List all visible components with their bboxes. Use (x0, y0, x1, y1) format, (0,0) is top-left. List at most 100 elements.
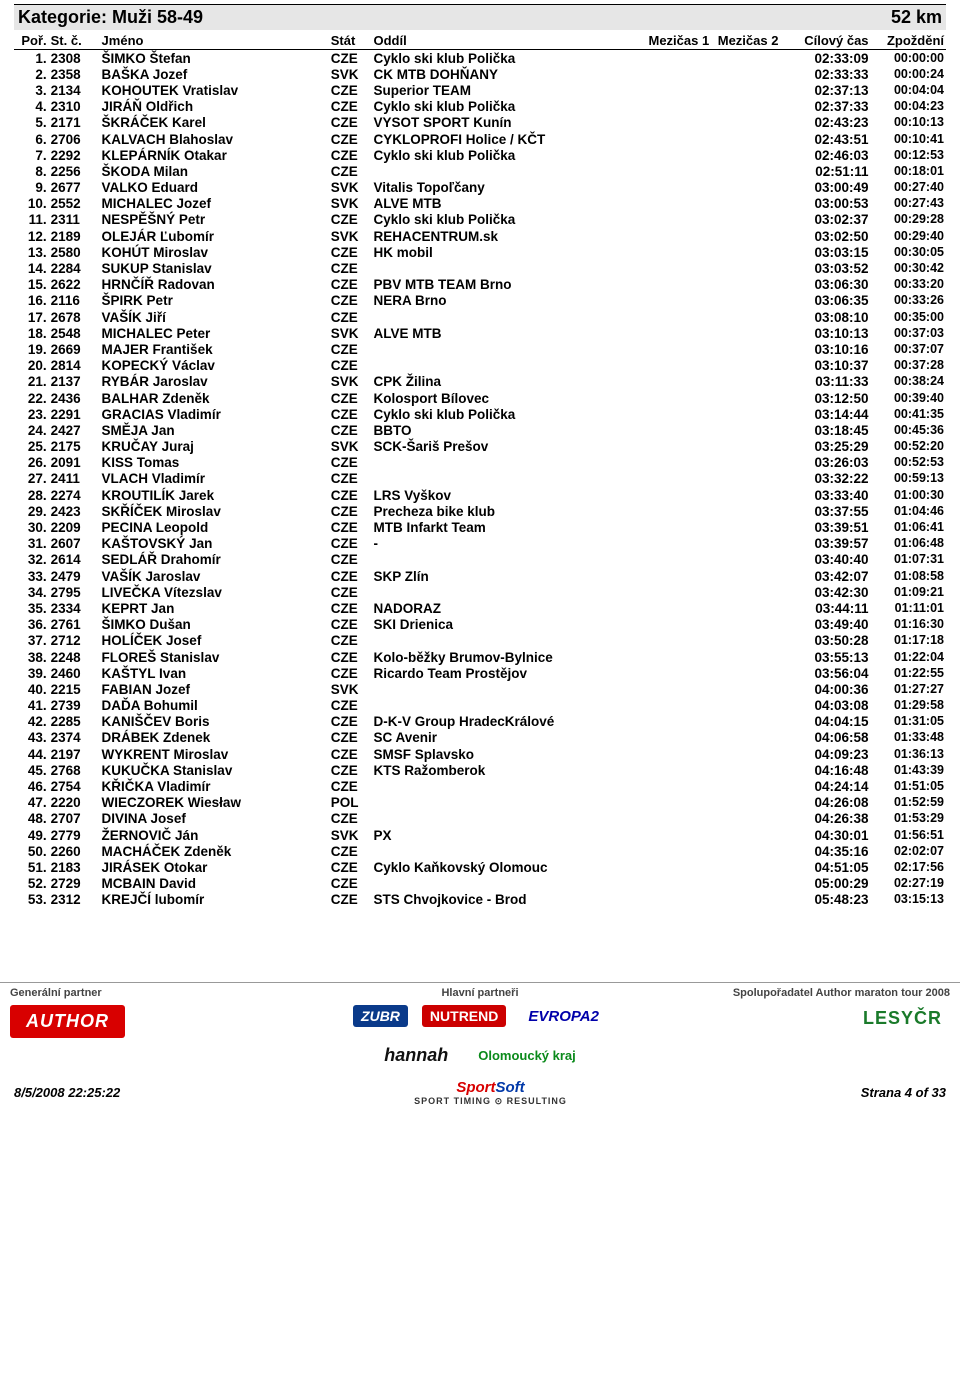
cell-club: Cyklo Kaňkovský Olomouc (371, 859, 646, 875)
cell-split1 (647, 244, 716, 260)
table-row: 15.2622HRNČÍŘ RadovanCZEPBV MTB TEAM Brn… (14, 277, 946, 293)
cell-rank: 15. (14, 277, 49, 293)
cell-nat: CZE (329, 487, 372, 503)
logo-olomouc: Olomoucký kraj (470, 1045, 584, 1066)
cell-gap: 01:53:29 (871, 811, 946, 827)
cell-rank: 26. (14, 455, 49, 471)
cell-split2 (716, 730, 785, 746)
table-row: 28.2274KROUTILÍK JarekCZELRS Vyškov03:33… (14, 487, 946, 503)
cell-name: KOPECKÝ Václav (100, 358, 329, 374)
cell-bib: 2669 (49, 341, 100, 357)
cell-rank: 27. (14, 471, 49, 487)
category-label: Kategorie: Muži 58-49 (18, 7, 203, 28)
cell-rank: 50. (14, 843, 49, 859)
cell-bib: 2334 (49, 600, 100, 616)
table-row: 33.2479VAŠÍK JaroslavCZESKP Zlín03:42:07… (14, 568, 946, 584)
cell-finish: 03:32:22 (785, 471, 871, 487)
table-row: 29.2423SKŘÍČEK MiroslavCZEPrecheza bike … (14, 503, 946, 519)
cell-gap: 00:30:42 (871, 260, 946, 276)
cell-name: RYBÁR Jaroslav (100, 374, 329, 390)
cell-nat: CZE (329, 212, 372, 228)
cell-name: WYKRENT Miroslav (100, 746, 329, 762)
cell-club: Cyklo ski klub Polička (371, 212, 646, 228)
cell-bib: 2423 (49, 503, 100, 519)
cell-split2 (716, 552, 785, 568)
col-club: Oddíl (371, 32, 646, 50)
cell-finish: 04:30:01 (785, 827, 871, 843)
logo-zubr: ZUBR (353, 1005, 408, 1027)
cell-bib: 2311 (49, 212, 100, 228)
table-row: 45.2768KUKUČKA StanislavCZEKTS Ražombero… (14, 762, 946, 778)
cell-nat: CZE (329, 503, 372, 519)
cell-split2 (716, 66, 785, 82)
cell-bib: 2795 (49, 584, 100, 600)
cell-finish: 03:03:52 (785, 260, 871, 276)
table-row: 42.2285KANIŠČEV BorisCZED-K-V Group Hrad… (14, 714, 946, 730)
cell-name: KREJČÍ lubomír (100, 892, 329, 908)
cell-nat: CZE (329, 617, 372, 633)
cell-nat: SVK (329, 180, 372, 196)
cell-club: D-K-V Group HradecKrálové (371, 714, 646, 730)
cell-rank: 36. (14, 617, 49, 633)
cell-name: ŽERNOVIČ Ján (100, 827, 329, 843)
table-row: 10.2552MICHALEC JozefSVKALVE MTB03:00:53… (14, 196, 946, 212)
cell-bib: 2183 (49, 859, 100, 875)
cell-club: ALVE MTB (371, 325, 646, 341)
cell-bib: 2768 (49, 762, 100, 778)
cell-nat: SVK (329, 228, 372, 244)
cell-split2 (716, 843, 785, 859)
cell-club (371, 811, 646, 827)
cell-split2 (716, 325, 785, 341)
cell-gap: 00:27:43 (871, 196, 946, 212)
cell-name: VLACH Vladimír (100, 471, 329, 487)
cell-bib: 2189 (49, 228, 100, 244)
cell-finish: 03:25:29 (785, 439, 871, 455)
cell-gap: 00:41:35 (871, 406, 946, 422)
cell-split1 (647, 260, 716, 276)
cell-split2 (716, 260, 785, 276)
cell-split1 (647, 163, 716, 179)
cell-bib: 2678 (49, 309, 100, 325)
cell-nat: CZE (329, 131, 372, 147)
cell-split1 (647, 228, 716, 244)
cell-nat: CZE (329, 50, 372, 67)
cell-split1 (647, 795, 716, 811)
cell-split2 (716, 778, 785, 794)
cell-gap: 01:16:30 (871, 617, 946, 633)
table-row: 6.2706KALVACH BlahoslavCZECYKLOPROFI Hol… (14, 131, 946, 147)
cell-club: ALVE MTB (371, 196, 646, 212)
cell-split2 (716, 147, 785, 163)
cell-split1 (647, 698, 716, 714)
cell-name: MICHALEC Peter (100, 325, 329, 341)
cell-name: KISS Tomas (100, 455, 329, 471)
cell-split2 (716, 600, 785, 616)
col-name: Jméno (100, 32, 329, 50)
cell-gap: 00:27:40 (871, 180, 946, 196)
cell-gap: 00:30:05 (871, 244, 946, 260)
cell-finish: 03:55:13 (785, 649, 871, 665)
cell-finish: 05:48:23 (785, 892, 871, 908)
cell-gap: 00:37:07 (871, 341, 946, 357)
cell-name: NESPĚŠNÝ Petr (100, 212, 329, 228)
cell-split1 (647, 503, 716, 519)
cell-rank: 11. (14, 212, 49, 228)
cell-split1 (647, 843, 716, 859)
cell-rank: 32. (14, 552, 49, 568)
cell-bib: 2739 (49, 698, 100, 714)
cell-bib: 2622 (49, 277, 100, 293)
cell-gap: 00:29:40 (871, 228, 946, 244)
results-table: Poř. St. č. Jméno Stát Oddíl Mezičas 1 M… (14, 32, 946, 908)
cell-bib: 2607 (49, 536, 100, 552)
cell-finish: 02:51:11 (785, 163, 871, 179)
cell-bib: 2116 (49, 293, 100, 309)
cell-finish: 03:12:50 (785, 390, 871, 406)
cell-split2 (716, 406, 785, 422)
cell-nat: SVK (329, 196, 372, 212)
cell-name: KANIŠČEV Boris (100, 714, 329, 730)
cell-bib: 2137 (49, 374, 100, 390)
cell-finish: 03:00:53 (785, 196, 871, 212)
cell-split1 (647, 762, 716, 778)
logo-hannah: hannah (376, 1042, 456, 1069)
cell-club (371, 633, 646, 649)
cell-club: SKP Zlín (371, 568, 646, 584)
